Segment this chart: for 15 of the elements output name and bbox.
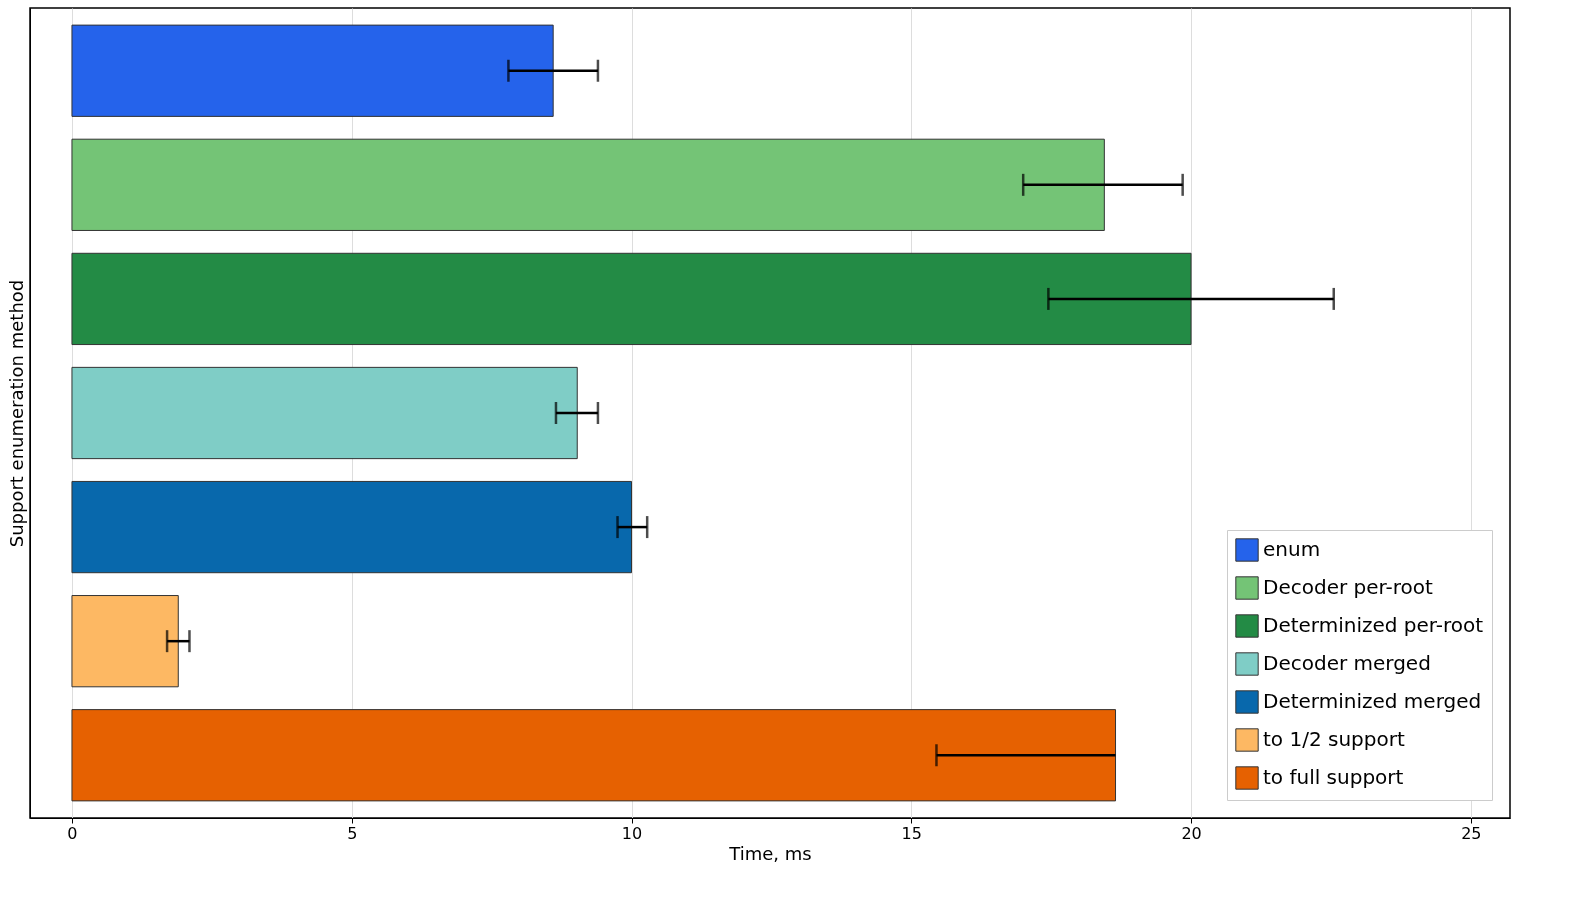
- legend-label: Decoder per-root: [1263, 575, 1433, 599]
- x-tick-label: 20: [1181, 823, 1202, 843]
- x-axis-title: Time, ms: [728, 842, 812, 864]
- legend-label: to full support: [1263, 765, 1404, 789]
- x-tick-label: 10: [621, 823, 643, 843]
- legend-label: Determinized merged: [1263, 689, 1482, 713]
- x-tick-label: 5: [347, 823, 358, 843]
- legend-label: to 1/2 support: [1263, 727, 1405, 751]
- x-tick-label: 0: [67, 823, 78, 843]
- legend-label: enum: [1263, 537, 1321, 561]
- y-axis-title: Support enumeration method: [5, 279, 27, 548]
- x-tick-label: 15: [901, 823, 922, 843]
- x-tick-label: 25: [1461, 823, 1482, 843]
- legend-label: Decoder merged: [1263, 651, 1431, 675]
- legend-label: Determinized per-root: [1263, 613, 1484, 637]
